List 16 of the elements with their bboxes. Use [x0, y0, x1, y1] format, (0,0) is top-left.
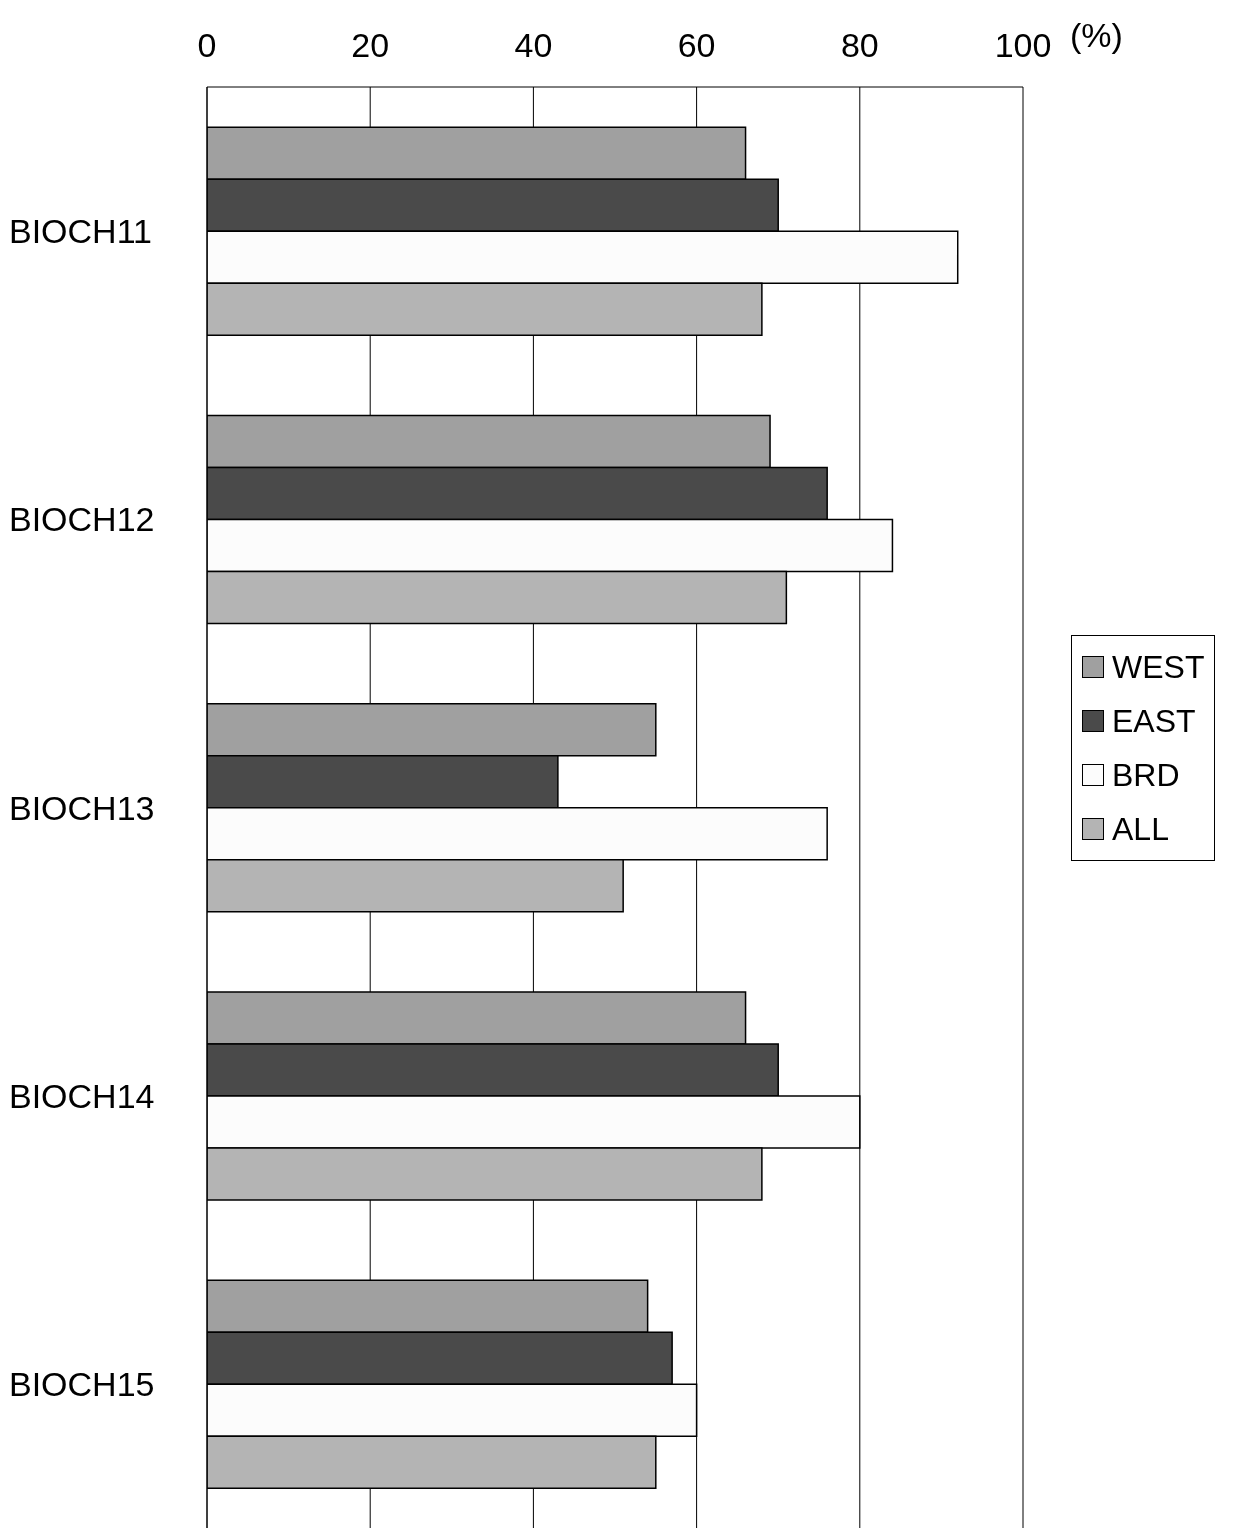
y-tick-label: BIOCH11: [9, 212, 152, 251]
legend-label: BRD: [1112, 756, 1180, 795]
y-tick-label: BIOCH15: [9, 1364, 155, 1403]
y-tick-label: BIOCH14: [9, 1076, 155, 1115]
x-tick-label: 80: [840, 26, 879, 64]
legend-label: EAST: [1112, 702, 1196, 741]
y-tick-label: BIOCH13: [9, 788, 155, 827]
x-tick-label: 0: [197, 26, 217, 64]
legend-label: ALL: [1112, 810, 1169, 849]
x-tick-label: 100: [994, 26, 1052, 64]
legend-label: WEST: [1112, 648, 1205, 687]
x-tick-label: 60: [677, 26, 716, 64]
x-axis-title: (%): [1070, 16, 1123, 55]
x-tick-label: 20: [351, 26, 390, 64]
y-tick-label: BIOCH12: [9, 500, 155, 539]
x-tick-label: 40: [514, 26, 553, 64]
